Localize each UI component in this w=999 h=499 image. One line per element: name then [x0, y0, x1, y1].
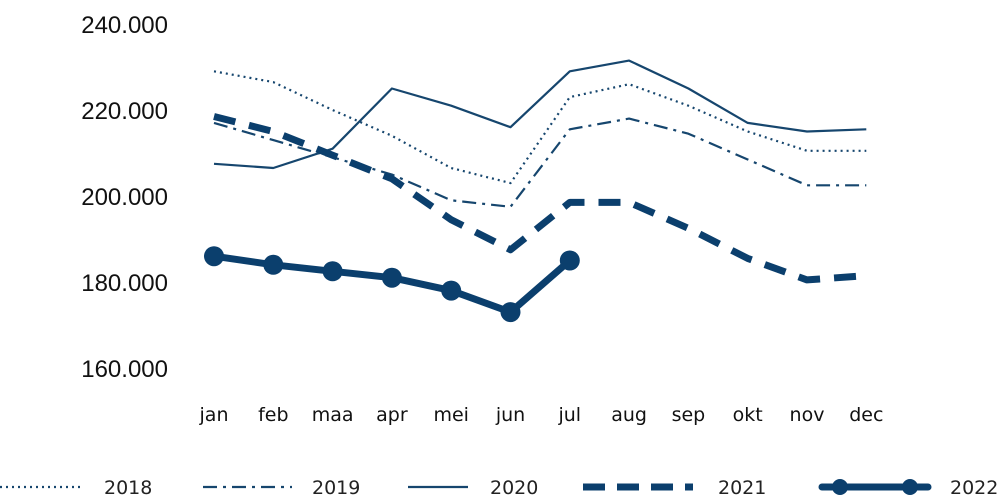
series-line-2018 — [213, 70, 867, 185]
series-line-2021 — [213, 113, 867, 284]
data-point-2022 — [441, 280, 462, 301]
x-tick-label: okt — [733, 404, 763, 426]
data-point-2022 — [322, 261, 343, 282]
y-tick-label: 200.000 — [81, 184, 168, 211]
y-axis-ticks: 240.000 220.000 200.000 180.000 160.000 — [81, 12, 168, 383]
x-tick-label: aug — [611, 404, 647, 426]
data-point-2022 — [204, 246, 224, 267]
y-tick-label: 180.000 — [81, 270, 168, 297]
legend-marker-2022 — [832, 479, 848, 495]
x-tick-label: jun — [495, 404, 525, 426]
x-tick-label: sep — [672, 404, 706, 426]
legend-marker-2022 — [902, 479, 918, 495]
x-axis-ticks: jan feb maa apr mei jun jul aug sep okt nov dec — [199, 404, 884, 426]
data-point-2022 — [559, 250, 580, 271]
x-tick-label: jul — [557, 404, 581, 426]
legend-label-2018: 2018 — [104, 477, 152, 499]
legend-label-2019: 2019 — [312, 477, 360, 499]
legend-label-2021: 2021 — [718, 477, 766, 499]
y-tick-label: 240.000 — [81, 12, 168, 39]
y-tick-label: 220.000 — [81, 98, 168, 125]
legend-label-2022: 2022 — [950, 477, 998, 499]
series-line-2019 — [213, 117, 867, 208]
x-tick-label: dec — [849, 404, 883, 426]
x-tick-label: feb — [258, 404, 288, 426]
x-tick-label: apr — [376, 404, 408, 426]
y-tick-label: 160.000 — [81, 356, 168, 383]
series-line-2020 — [213, 59, 867, 170]
legend-label-2020: 2020 — [490, 477, 538, 499]
x-tick-label: jan — [199, 404, 229, 426]
plot-area — [204, 59, 867, 323]
x-tick-label: nov — [790, 404, 825, 426]
data-point-2022 — [500, 302, 521, 323]
data-point-2022 — [381, 267, 402, 288]
x-tick-label: maa — [312, 404, 354, 426]
data-point-2022 — [263, 254, 284, 275]
legend: 2018 2019 2020 2021 2022 — [0, 477, 998, 499]
x-tick-label: mei — [433, 404, 468, 426]
